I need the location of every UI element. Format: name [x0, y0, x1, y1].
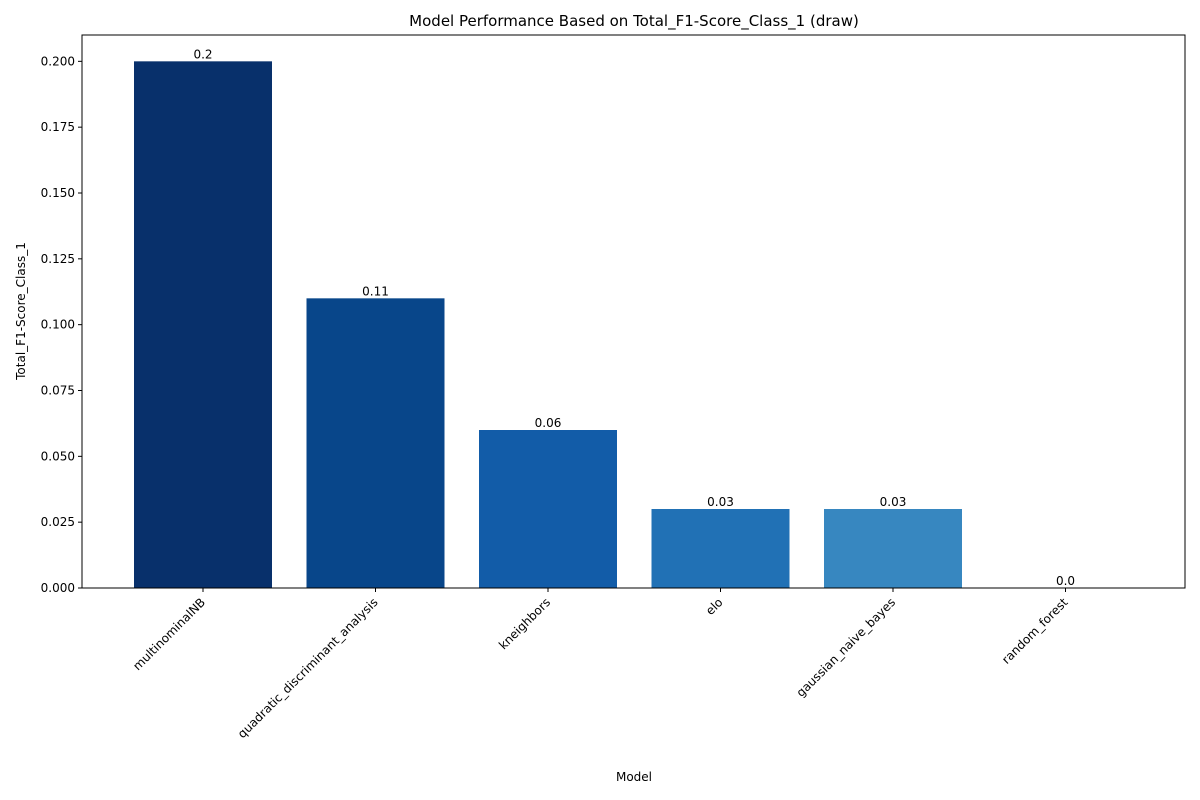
- y-tick-label: 0.075: [41, 384, 75, 398]
- y-axis: 0.000 0.025 0.050 0.075 0.100 0.125 0.150 0.175…: [41, 54, 82, 595]
- y-tick-label: 0.025: [41, 515, 75, 529]
- y-axis-label: Total_F1-Score_Class_1: [14, 242, 28, 381]
- y-tick-label: 0.175: [41, 120, 75, 134]
- x-tick-label: kneighbors: [496, 595, 553, 652]
- data-label: 0.06: [535, 416, 562, 430]
- y-tick-label: 0.125: [41, 252, 75, 266]
- data-labels-group: 0.2 0.11 0.06 0.03 0.03 0.0: [193, 47, 1075, 588]
- data-label: 0.03: [880, 495, 907, 509]
- x-tick-label: elo: [703, 595, 726, 618]
- data-label: 0.2: [193, 47, 212, 61]
- y-tick-label: 0.150: [41, 186, 75, 200]
- x-tick-label: random_forest: [999, 595, 1071, 667]
- x-axis-label: Model: [616, 770, 652, 784]
- bar-quadratic_discriminant_analysis: [306, 298, 445, 588]
- x-tick-label: gaussian_naive_bayes: [794, 595, 899, 700]
- x-tick-label: quadratic_discriminant_analysis: [235, 595, 381, 741]
- y-tick-label: 0.200: [41, 54, 75, 68]
- y-tick-label: 0.050: [41, 449, 75, 463]
- bar-kneighbors: [479, 430, 617, 588]
- plot-frame: [81, 34, 1186, 589]
- bar-gaussian_naive_bayes: [824, 509, 962, 588]
- data-label: 0.11: [362, 284, 389, 298]
- chart-title: Model Performance Based on Total_F1-Scor…: [409, 12, 859, 31]
- y-tick-label: 0.000: [41, 581, 75, 595]
- y-tick-label: 0.100: [41, 318, 75, 332]
- x-axis: multinominalNB quadratic_discriminant_ana…: [130, 588, 1071, 741]
- bar-multinominalNB: [134, 61, 272, 589]
- data-label: 0.0: [1056, 574, 1075, 588]
- x-tick-label: multinominalNB: [130, 595, 208, 673]
- bars-group: [134, 61, 962, 589]
- bar-elo: [651, 509, 790, 588]
- data-label: 0.03: [707, 495, 734, 509]
